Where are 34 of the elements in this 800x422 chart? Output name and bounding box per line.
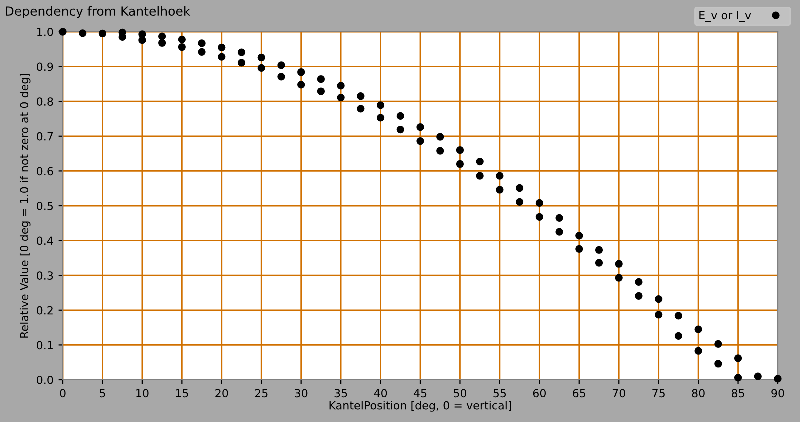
x-tick-label: 40 — [374, 389, 388, 398]
x-tick-label: 0 — [60, 389, 66, 398]
y-tick-label: 0.8 — [37, 98, 54, 106]
y-tick-label: 1.0 — [38, 28, 54, 36]
y-axis-title: Relative Value [0 deg = 1.0 if not zero at 0 deg] — [20, 74, 31, 338]
y-tick-label: 0.4 — [37, 236, 54, 246]
x-tick-label: 50 — [454, 389, 467, 398]
x-tick-label: 20 — [216, 389, 228, 398]
y-tick-label: 0.3 — [37, 272, 54, 280]
x-tick-label: 90 — [772, 389, 784, 398]
y-tick-label: 0.5 — [37, 202, 53, 210]
y-tick-label: 0.7 — [37, 132, 54, 141]
y-tick-label: 0.9 — [37, 62, 54, 72]
y-tick-label: 0.0 — [37, 376, 54, 384]
x-tick-label: 10 — [136, 389, 149, 398]
x-tick-label: 35 — [334, 389, 348, 398]
y-tick-label: 0.2 — [37, 306, 53, 315]
x-tick-label: 75 — [652, 389, 665, 398]
x-tick-label: 45 — [414, 389, 427, 398]
x-axis-title: KantelPosition [deg, 0 = vertical] — [330, 401, 512, 412]
x-tick-label: 55 — [494, 389, 506, 398]
chart-title: Dependency from Kantelhoek — [6, 6, 191, 18]
y-tick-label: 0.1 — [37, 341, 53, 350]
y-tick-label: 0.6 — [37, 167, 54, 176]
x-tick-label: 5 — [100, 389, 106, 398]
x-tick-label: 60 — [533, 389, 546, 398]
x-tick-label: 30 — [295, 389, 308, 398]
legend-label: E_v or I_v — [700, 11, 752, 22]
x-tick-label: 25 — [255, 389, 268, 398]
x-tick-label: 80 — [692, 389, 705, 398]
x-tick-label: 85 — [732, 389, 744, 398]
x-tick-label: 65 — [573, 389, 586, 398]
x-tick-label: 15 — [176, 389, 188, 398]
x-tick-label: 70 — [612, 389, 626, 398]
